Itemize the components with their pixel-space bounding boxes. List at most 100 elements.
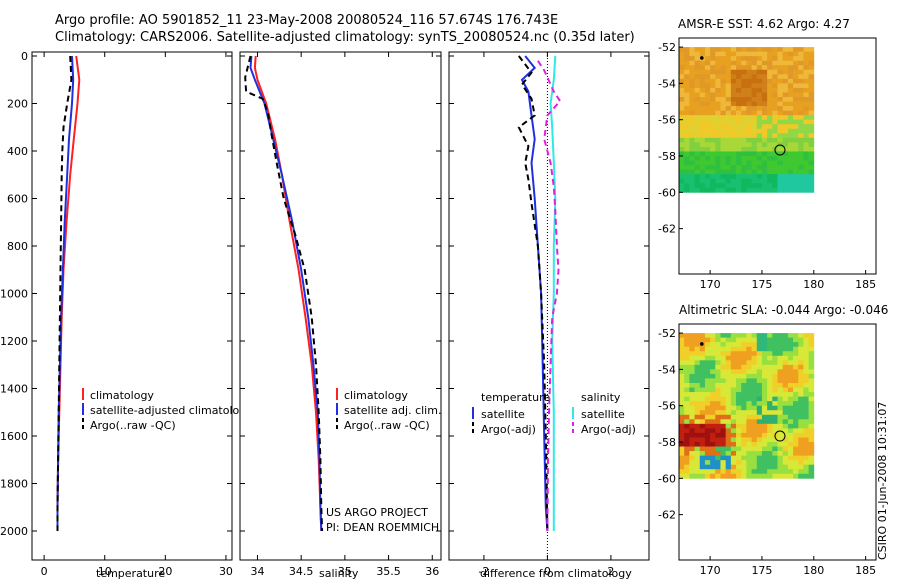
sst-map-cell [704,165,711,171]
sst-map-cell [699,156,706,161]
sst-map-cell [782,74,789,80]
sst-map-cell [710,101,716,107]
sst-map-cell [720,124,727,130]
sla-map-cell [756,337,763,343]
sla-map-cell [699,437,706,443]
sla-map-cell [772,351,778,357]
sst-map-cell [725,142,732,148]
sst-map-cell [715,51,721,57]
sst-map-cell [725,169,732,175]
sla-map-cell [741,342,747,348]
sla-map-cell [720,351,727,357]
sst-map-cell [756,74,763,80]
sla-map-ytick-label: -60 [658,472,676,485]
sst-map-cell [715,106,721,112]
sst-map-cell [746,124,752,130]
sla-map-cell [741,387,747,393]
sla-map-cell [772,460,778,466]
sla-map-cell [787,373,794,379]
sla-map-cell [704,469,711,475]
sst-map-cell [725,69,732,75]
sst-map-ytick-label: -54 [658,77,676,90]
sla-map-cell [689,451,695,457]
sla-map-cell [751,351,758,357]
sla-map-cell [808,442,815,447]
sla-map-cell [736,423,742,429]
sst-map-cell [710,119,716,125]
sla-map-cell [751,460,758,466]
sla-map-cell [787,342,794,348]
sst-map-cell [699,110,706,116]
sst-map-cell [798,78,804,84]
sla-map-cell [720,337,727,343]
sst-map-cell [746,56,752,62]
sst-map-cell [761,124,768,130]
sst-map-cell [715,187,721,193]
sla-map-cell [704,373,711,379]
sla-map-cell [694,460,701,466]
sla-map-cell [746,432,752,438]
sla-map-cell [679,460,685,466]
sst-map-cell [777,47,784,53]
sst-map-cell [782,183,789,189]
difference-series-temperature-argo-adj- [517,55,549,532]
sla-map-xtick-label: 180 [803,564,824,577]
sst-map-cell [798,83,804,89]
sla-map-cell [741,337,747,343]
sst-map-cell [684,87,690,93]
sla-map-cell [808,401,815,407]
difference-legend-heading: temperature [481,391,550,404]
sst-map-cell [793,119,799,125]
sla-map-cell [793,428,799,434]
sla-map-cell [689,455,695,461]
sla-map-cell [746,401,752,407]
sst-map-cell [756,65,763,71]
sst-map-cell [694,183,701,189]
sst-map-cell [720,115,727,121]
sst-map-cell [782,156,789,161]
sla-map-cell [736,455,742,461]
sst-map-cell [787,187,794,193]
sst-map-cell [679,78,685,84]
sst-map-cell [777,106,784,112]
sla-map-cell [803,405,809,411]
sla-map-cell [767,373,773,379]
sst-map-cell [761,87,768,93]
sla-map-cell [746,378,752,384]
sla-map-cell [798,342,804,348]
sla-map-cell [803,410,809,416]
sst-map-cell [730,74,737,80]
sla-map-cell [777,351,784,357]
sla-map-cell [772,342,778,348]
sla-map-cell [798,419,804,425]
sst-map-cell [720,101,727,107]
sst-map-cell [803,124,809,130]
sst-map-cell [679,74,685,80]
sst-map-cell [730,97,737,102]
sla-map-cell [772,419,778,425]
sla-map-cell [751,369,758,375]
sla-map-cell [704,355,711,361]
sst-map-cell [704,74,711,80]
sla-map-cell [798,383,804,388]
sst-map-cell [694,87,701,93]
sla-map-cell [741,464,747,470]
sla-map-cell [679,419,685,425]
sla-map-cell [767,414,773,420]
sst-map-cell [720,69,727,75]
sla-map-cell [741,364,747,370]
sla-map-cell [798,410,804,416]
sst-map-cell [736,47,742,53]
sla-map-cell [679,392,685,398]
sla-map-cell [704,342,711,348]
sst-map-cell [736,169,742,175]
sla-map-cell [751,428,758,434]
sla-map-xtick-label: 185 [855,564,876,577]
sst-map-cell [704,178,711,184]
sla-map-cell [808,346,815,352]
sst-map-cell [736,165,742,171]
sla-map-cell [767,346,773,352]
sla-map-cell [777,455,784,461]
sla-map-cell [699,392,706,398]
